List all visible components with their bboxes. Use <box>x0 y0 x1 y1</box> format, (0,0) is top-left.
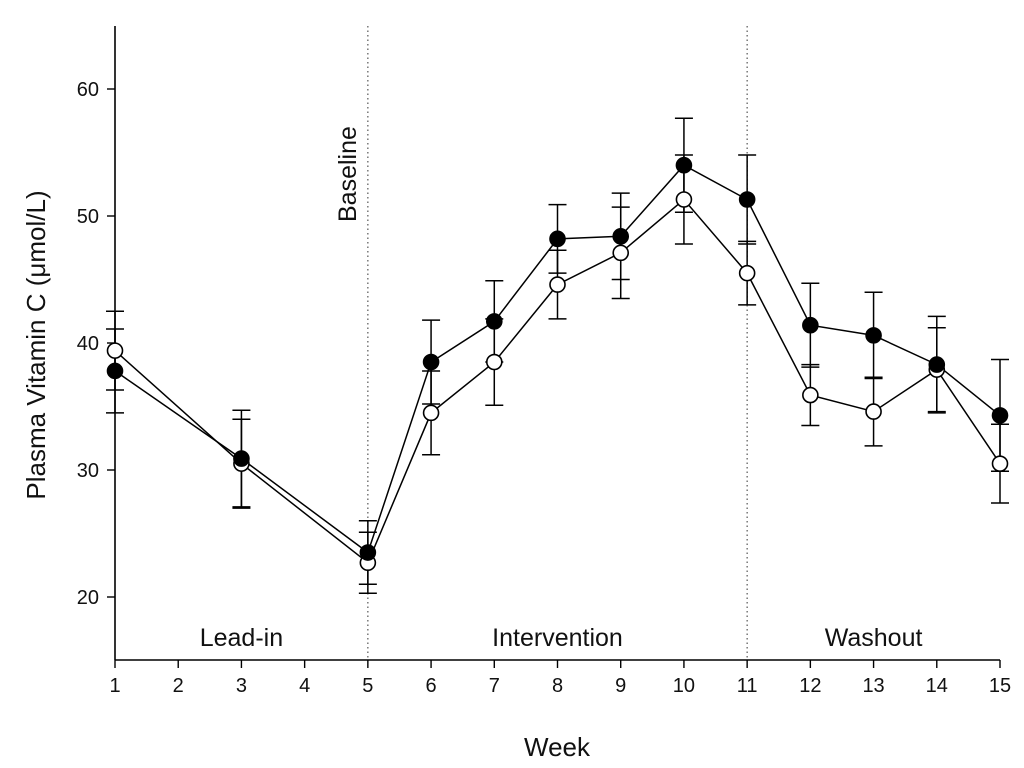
data-point-open <box>549 276 566 293</box>
x-tick-label: 14 <box>926 675 948 697</box>
data-point-filled <box>865 327 882 344</box>
x-tick-label: 13 <box>862 675 884 697</box>
data-point-open <box>738 264 756 282</box>
markers-filled <box>106 156 1009 561</box>
y-axis-title: Plasma Vitamin C (μmol/L) <box>21 190 51 499</box>
data-point-open <box>865 403 882 420</box>
y-tick-label: 50 <box>77 206 99 228</box>
data-point-filled <box>612 228 630 245</box>
x-tick-label: 6 <box>426 675 437 697</box>
x-tick-label: 1 <box>109 675 120 697</box>
data-point-filled <box>802 316 819 334</box>
phase-label: Intervention <box>492 624 623 652</box>
x-tick-label: 9 <box>615 675 626 697</box>
data-point-filled <box>738 191 756 208</box>
data-point-open <box>802 386 819 404</box>
data-point-filled <box>422 353 440 371</box>
x-tick-label: 5 <box>362 675 373 697</box>
y-tick-label: 40 <box>77 333 99 355</box>
x-tick-label: 15 <box>989 675 1011 697</box>
x-tick-label: 2 <box>173 675 184 697</box>
data-point-open <box>106 342 124 359</box>
data-point-open <box>991 455 1009 472</box>
data-point-filled <box>549 230 566 248</box>
markers-open <box>106 191 1009 572</box>
data-point-filled <box>991 407 1009 424</box>
error-bars-filled <box>106 117 1009 586</box>
x-tick-label: 12 <box>799 675 821 697</box>
data-point-filled <box>233 450 250 467</box>
phase-label: Washout <box>825 624 923 652</box>
data-point-filled <box>675 156 693 174</box>
phase-label: Lead-in <box>200 624 283 652</box>
data-point-filled <box>106 362 124 380</box>
data-point-filled <box>359 544 377 561</box>
x-tick-label: 3 <box>236 675 247 697</box>
axes <box>114 26 1000 661</box>
data-point-open <box>612 244 630 262</box>
baseline-label: Baseline <box>334 126 362 222</box>
x-tick-label: 10 <box>673 675 695 697</box>
x-axis-title: Week <box>524 732 591 762</box>
data-point-filled <box>485 313 503 330</box>
x-tick-label: 11 <box>737 675 758 697</box>
data-point-filled <box>928 356 946 373</box>
x-ticks: 1 2 3 4 5 6 7 8 9 10 11 12 13 14 15 <box>109 660 1011 697</box>
vertical-reference-lines: Baseline <box>334 26 748 660</box>
data-point-open <box>675 191 693 208</box>
x-tick-label: 8 <box>552 675 563 697</box>
data-series <box>106 117 1009 594</box>
x-tick-label: 7 <box>489 675 500 697</box>
data-point-open <box>485 353 503 371</box>
phase-labels: Lead-in Intervention Washout <box>200 624 923 652</box>
y-ticks: 20 30 40 50 60 <box>77 79 115 609</box>
x-tick-label: 4 <box>299 675 310 697</box>
y-tick-label: 60 <box>77 79 99 101</box>
data-point-open <box>422 404 440 422</box>
y-tick-label: 20 <box>77 587 99 609</box>
y-tick-label: 30 <box>77 460 99 482</box>
